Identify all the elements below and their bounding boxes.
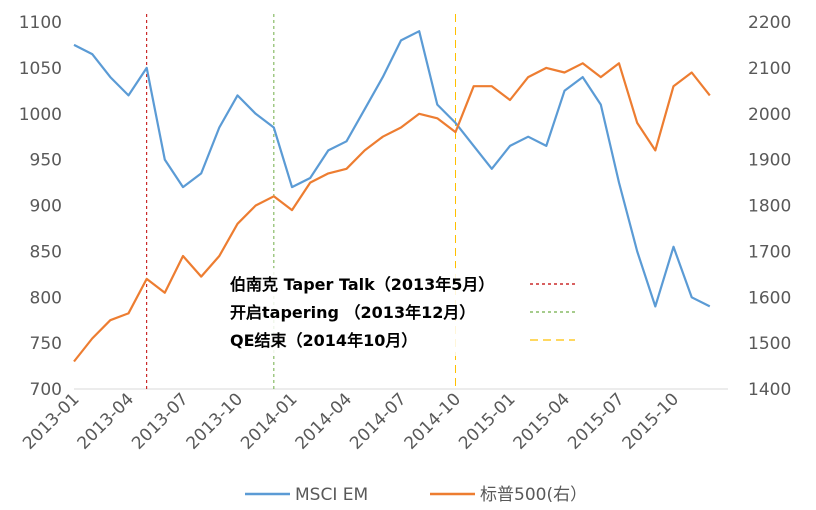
x-tick-label: 2014-10 bbox=[401, 389, 465, 453]
x-tick-label: 2015-10 bbox=[619, 389, 683, 453]
x-tick-label: 2013-10 bbox=[183, 389, 247, 453]
x-tick-label: 2014-04 bbox=[292, 389, 356, 453]
y-right-tick-label: 2100 bbox=[748, 59, 791, 79]
legend-label: MSCI EM bbox=[295, 485, 368, 505]
annotation-label: QE结束（2014年10月） bbox=[230, 331, 417, 350]
y-right-tick-label: 1800 bbox=[748, 197, 791, 217]
x-tick-label: 2015-01 bbox=[455, 389, 519, 453]
y-right-tick-label: 2200 bbox=[748, 13, 791, 33]
y-right-tick-label: 1700 bbox=[748, 242, 791, 262]
x-tick-label: 2013-04 bbox=[74, 389, 138, 453]
annotation-label: 伯南克 Taper Talk（2013年5月） bbox=[230, 275, 494, 294]
y-right-tick-label: 1400 bbox=[748, 380, 791, 400]
x-tick-label: 2014-07 bbox=[346, 389, 410, 453]
y-right-tick-label: 1500 bbox=[748, 334, 791, 354]
y-right-tick-label: 2000 bbox=[748, 105, 791, 125]
annotation-group: 伯南克 Taper Talk（2013年5月） 开启tapering （2013年… bbox=[224, 268, 582, 356]
y-right-tick-label: 1900 bbox=[748, 151, 791, 171]
y-left-tick-label: 800 bbox=[30, 288, 62, 308]
series-line bbox=[73, 30, 711, 308]
y-left-tick-label: 1100 bbox=[19, 13, 62, 33]
y-left-tick-label: 750 bbox=[30, 334, 62, 354]
series-group bbox=[73, 30, 711, 363]
series-line bbox=[73, 62, 711, 363]
y-left-tick-label: 700 bbox=[30, 380, 62, 400]
x-tick-label: 2013-07 bbox=[128, 389, 192, 453]
legend-label: 标普500(右） bbox=[480, 485, 587, 505]
y-left-tick-label: 1000 bbox=[19, 105, 62, 125]
annotation-box bbox=[224, 268, 582, 356]
y-left-tick-label: 1050 bbox=[19, 59, 62, 79]
y-left-tick-label: 950 bbox=[30, 151, 62, 171]
x-tick-label: 2014-01 bbox=[237, 389, 301, 453]
y-left-tick-label: 850 bbox=[30, 242, 62, 262]
y-right-tick-label: 1600 bbox=[748, 288, 791, 308]
annotation-label: 开启tapering （2013年12月） bbox=[230, 303, 475, 322]
legend: MSCI EM 标普500(右） bbox=[245, 485, 587, 505]
x-tick-label: 2015-04 bbox=[510, 389, 574, 453]
x-tick-label: 2015-07 bbox=[564, 389, 628, 453]
y-left-tick-label: 900 bbox=[30, 197, 62, 217]
axes-group: 700 750 800 850 900 950 1000 1050 1100 1400 1500 16… bbox=[19, 13, 792, 454]
